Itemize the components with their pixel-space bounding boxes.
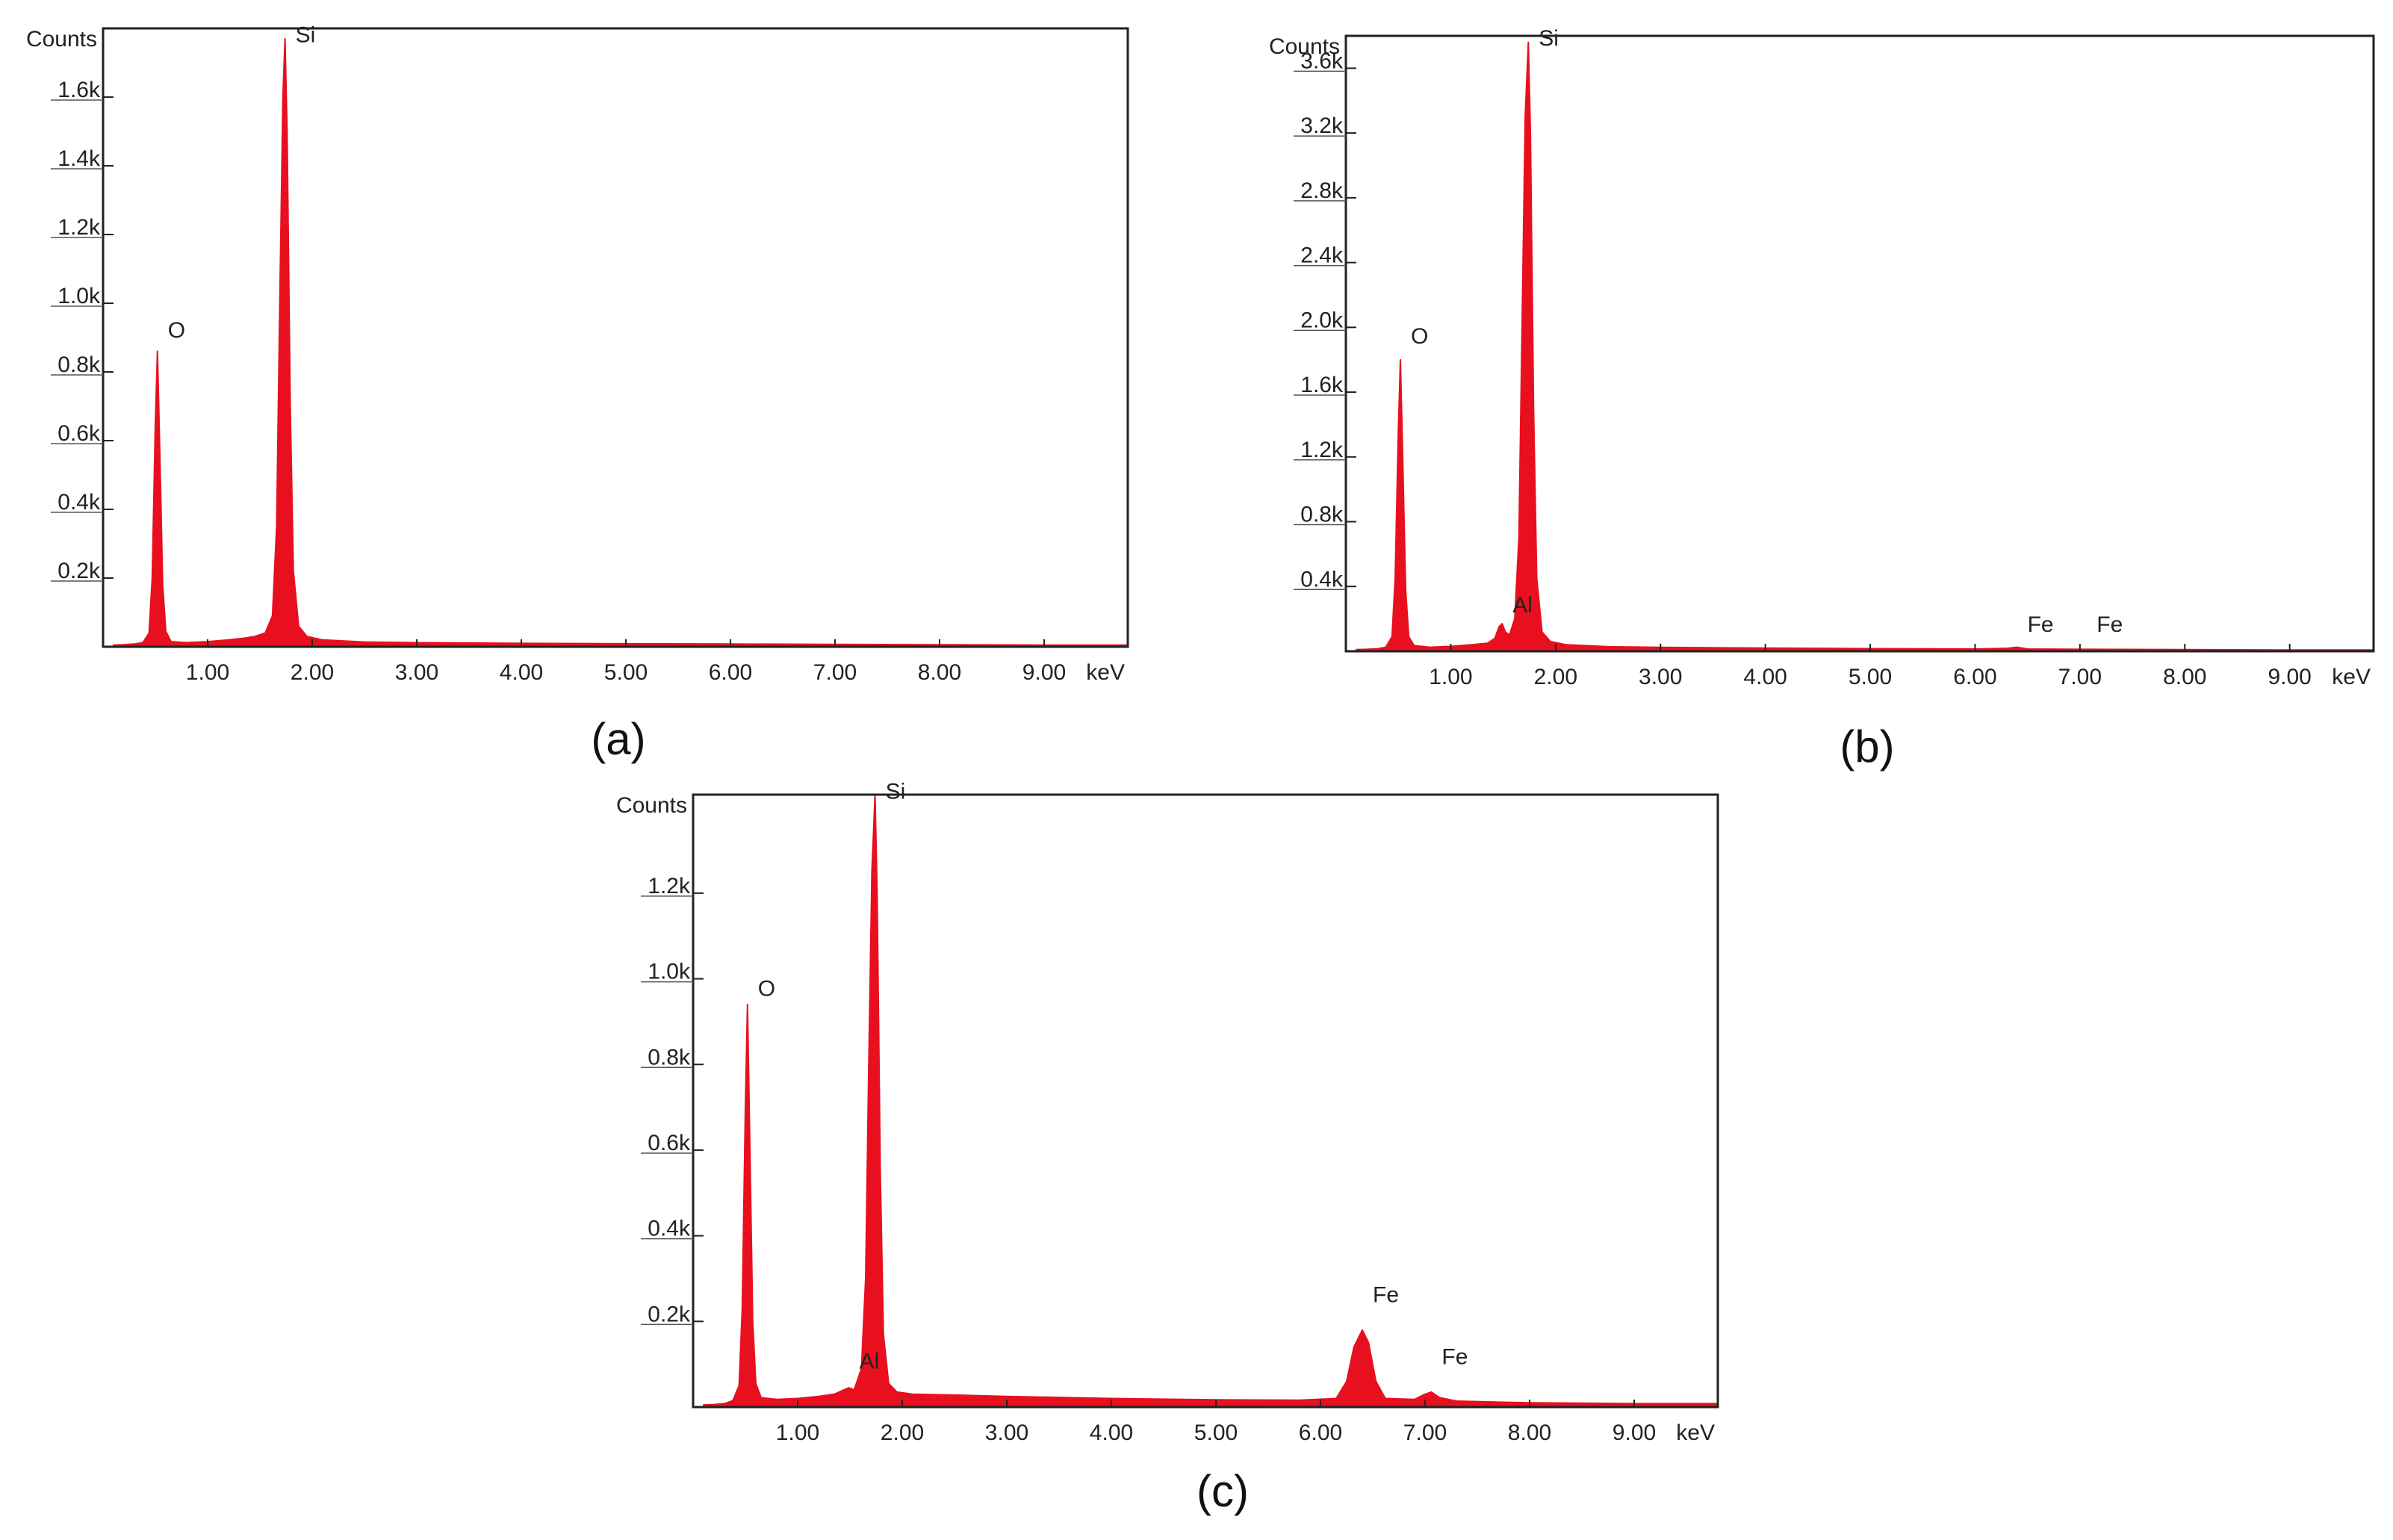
peak-label-si: Si xyxy=(296,22,316,47)
y-tick-label: 2.4k xyxy=(1300,243,1344,268)
x-tick-label: 1.00 xyxy=(776,1421,819,1445)
y-tick-label: 1.2k xyxy=(648,874,691,898)
x-tick-label: 4.00 xyxy=(1743,665,1787,689)
x-tick-label: 1.00 xyxy=(1429,665,1472,689)
y-axis-label: Counts xyxy=(26,27,97,52)
peak-label-si: Si xyxy=(1539,26,1559,51)
x-tick-label: 2.00 xyxy=(881,1421,924,1445)
eds-chart-a: Counts 0.2k 0.4k 0.6k 0.8k 1.0k 1.2k 1.4k 1.6k 1.… xyxy=(26,22,1129,685)
y-tick-label: 1.4k xyxy=(58,146,101,171)
y-tick-label: 0.6k xyxy=(58,421,101,446)
y-axis-label: Counts xyxy=(616,793,687,818)
y-axis-label: Counts xyxy=(1269,34,1340,59)
x-tick-label: 5.00 xyxy=(1194,1421,1238,1445)
x-axis-unit: keV xyxy=(1676,1421,1715,1445)
x-tick-label: 2.00 xyxy=(1534,665,1577,689)
x-axis-unit: keV xyxy=(1086,660,1125,685)
x-tick-label: 3.00 xyxy=(985,1421,1028,1445)
y-tick-label: 2.0k xyxy=(1300,308,1344,332)
y-tick-label: 0.2k xyxy=(58,559,101,583)
x-tick-label: 3.00 xyxy=(1639,665,1682,689)
peak-label-al: Al xyxy=(1512,593,1533,618)
x-tick-label: 6.00 xyxy=(1953,665,1996,689)
y-tick-label: 1.0k xyxy=(648,960,691,984)
spectrum-area xyxy=(113,37,1129,648)
x-tick-label: 8.00 xyxy=(1508,1421,1551,1445)
plot-frame xyxy=(692,793,1719,1409)
x-tick-label: 6.00 xyxy=(1299,1421,1342,1445)
panel-caption-c: (c) xyxy=(1196,1466,1249,1516)
eds-chart-b: Counts 0.4k 0.8k 1.2k 1.6k 2.0k 2.4k 2.8k 3.2k 3.… xyxy=(1269,26,2375,689)
plot-frame xyxy=(102,27,1129,648)
y-tick-label: 1.6k xyxy=(58,78,101,102)
y-tick-label: 0.8k xyxy=(648,1045,691,1069)
x-tick-label: 7.00 xyxy=(1403,1421,1447,1445)
x-tick-label: 3.00 xyxy=(395,660,438,685)
x-axis-unit: keV xyxy=(2332,665,2371,689)
x-tick-label: 4.00 xyxy=(500,660,543,685)
x-tick-label: 9.00 xyxy=(1022,660,1066,685)
y-tick-label: 1.2k xyxy=(1300,438,1344,462)
x-tick-label: 8.00 xyxy=(918,660,961,685)
y-tick-label: 0.6k xyxy=(648,1131,691,1155)
y-tick-label: 1.2k xyxy=(58,215,101,240)
peak-label-fe: Fe xyxy=(2028,612,2054,637)
y-tick-label: 3.2k xyxy=(1300,114,1344,138)
peak-label-fe: Fe xyxy=(1373,1283,1399,1308)
panel-caption-b: (b) xyxy=(1840,721,1895,771)
x-tick-label: 1.00 xyxy=(186,660,229,685)
y-tick-label: 0.4k xyxy=(648,1217,691,1241)
peak-label-fe: Fe xyxy=(1441,1345,1468,1370)
x-tick-label: 2.00 xyxy=(291,660,334,685)
peak-label-fe: Fe xyxy=(2096,612,2123,637)
x-tick-label: 5.00 xyxy=(1849,665,1892,689)
panel-caption-a: (a) xyxy=(591,714,646,764)
y-tick-label: 3.6k xyxy=(1300,49,1344,73)
y-tick-label: 0.8k xyxy=(58,353,101,377)
eds-chart-c: Counts 0.2k 0.4k 0.6k 0.8k 1.0k 1.2k 1.00 2.00 3.… xyxy=(616,780,1719,1445)
plot-frame xyxy=(1344,34,2375,653)
y-tick-label: 2.8k xyxy=(1300,178,1344,203)
y-tick-label: 0.4k xyxy=(58,490,101,515)
y-tick-label: 0.8k xyxy=(1300,503,1344,527)
x-tick-label: 9.00 xyxy=(1613,1421,1656,1445)
spectrum-area xyxy=(1356,41,2374,652)
x-tick-label: 7.00 xyxy=(813,660,857,685)
y-tick-label: 0.2k xyxy=(648,1302,691,1326)
x-tick-label: 6.00 xyxy=(709,660,752,685)
peak-label-al: Al xyxy=(860,1349,880,1373)
peak-label-o: O xyxy=(1411,324,1428,349)
y-tick-label: 1.6k xyxy=(1300,373,1344,397)
peak-label-si: Si xyxy=(886,780,906,804)
spectrum-area xyxy=(703,794,1719,1408)
x-tick-label: 4.00 xyxy=(1090,1421,1133,1445)
peak-label-o: O xyxy=(758,977,775,1002)
x-tick-label: 9.00 xyxy=(2268,665,2311,689)
peak-label-o: O xyxy=(168,318,185,343)
x-tick-label: 8.00 xyxy=(2163,665,2206,689)
y-tick-label: 0.4k xyxy=(1300,567,1344,592)
x-tick-label: 7.00 xyxy=(2058,665,2102,689)
y-tick-label: 1.0k xyxy=(58,284,101,308)
x-tick-label: 5.00 xyxy=(604,660,648,685)
